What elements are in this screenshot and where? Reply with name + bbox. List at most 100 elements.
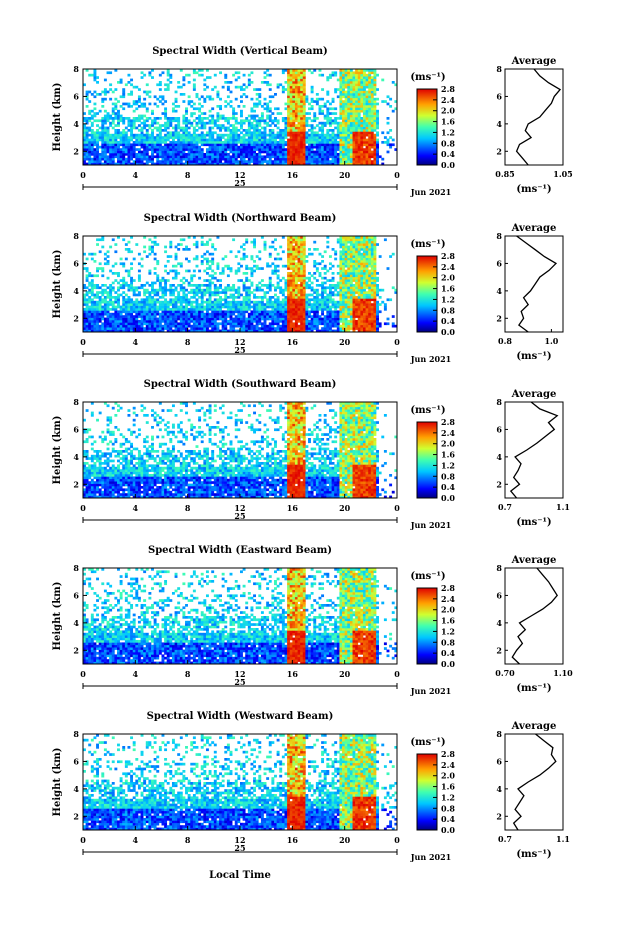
heatmap-cell (308, 248, 311, 251)
heatmap-cell (352, 129, 356, 132)
heatmap-cell (216, 264, 220, 268)
heatmap-cell (101, 129, 105, 132)
heatmap-cell (122, 131, 126, 135)
heatmap-cell (127, 322, 131, 326)
heatmap-cell (281, 90, 285, 94)
heatmap-cell (321, 291, 325, 294)
heatmap-cell (166, 305, 170, 309)
heatmap-cell (200, 138, 204, 142)
heatmap-cell (185, 121, 188, 125)
heatmap-cell (242, 153, 246, 156)
heatmap-cell (169, 160, 173, 163)
heatmap-cell (88, 133, 92, 137)
heatmap-cell (334, 136, 338, 139)
heatmap-cell (240, 124, 243, 127)
heatmap-cell (208, 148, 212, 151)
heatmap-cell (200, 303, 204, 306)
heatmap-cell (185, 317, 188, 321)
heatmap-cell (268, 150, 272, 154)
heatmap-cell (287, 141, 291, 144)
heatmap-cell (229, 162, 233, 166)
heatmap-cell (161, 303, 165, 306)
heatmap-cell (169, 245, 173, 249)
heatmap-cell (266, 312, 270, 316)
heatmap-cell (310, 124, 314, 127)
heatmap-cell (323, 141, 327, 144)
heatmap-cell (143, 308, 147, 311)
heatmap-cell (315, 145, 319, 149)
heatmap-cell (279, 327, 283, 330)
heatmap-cell (318, 329, 322, 333)
heatmap-cell (166, 136, 170, 139)
heatmap-cell (242, 157, 246, 161)
heatmap-cell (253, 150, 256, 154)
heatmap-cell (234, 141, 238, 144)
average-x-axis-label: (ms⁻¹) (516, 184, 551, 195)
heatmap-cell (253, 305, 256, 309)
heatmap-cell (137, 329, 141, 333)
heatmap-cell (158, 148, 162, 151)
heatmap-cell (352, 143, 356, 147)
heatmap-cell (130, 121, 134, 125)
heatmap-cell (124, 160, 128, 163)
heatmap-cell (101, 300, 105, 304)
heatmap-cell (300, 279, 304, 282)
heatmap-cell (274, 155, 277, 159)
heatmap-cell (255, 288, 259, 292)
heatmap-cell (213, 305, 217, 309)
heatmap-cell (127, 300, 131, 304)
heatmap-cell (119, 148, 123, 151)
heatmap-cell (174, 126, 178, 130)
heatmap-cell (289, 308, 293, 311)
heatmap-cell (98, 324, 102, 328)
heatmap-cell (185, 303, 188, 306)
heatmap-cell (145, 129, 149, 132)
heatmap-cell (88, 291, 92, 294)
heatmap-cell (260, 81, 264, 84)
heatmap-cell (124, 133, 128, 137)
heatmap-cell (132, 126, 136, 130)
heatmap-cell (302, 322, 306, 326)
heatmap-cell (365, 121, 369, 125)
heatmap-cell (205, 308, 209, 311)
heatmap-cell (169, 298, 173, 302)
heatmap-cell (224, 129, 228, 132)
heatmap-cell (83, 322, 86, 326)
heatmap-cell (289, 305, 293, 309)
heatmap-cell (171, 284, 175, 287)
heatmap-cell (357, 107, 361, 111)
heatmap-cell (263, 243, 267, 246)
heatmap-cell (232, 160, 236, 163)
heatmap-cell (347, 124, 351, 127)
heatmap-cell (148, 238, 152, 242)
heatmap-cell (226, 117, 230, 120)
heatmap-cell (200, 329, 204, 333)
heatmap-cell (334, 162, 338, 166)
heatmap-cell (247, 303, 251, 306)
heatmap-cell (143, 284, 147, 287)
heatmap-cell (376, 124, 379, 127)
heatmap-cell (355, 157, 359, 161)
heatmap-cell (308, 157, 311, 161)
heatmap-cell (216, 312, 220, 316)
heatmap-cell (137, 117, 141, 120)
heatmap-cell (268, 327, 272, 330)
heatmap-cell (216, 126, 220, 130)
heatmap-cell (302, 320, 306, 323)
heatmap-cell (211, 243, 215, 246)
heatmap-cell (122, 308, 126, 311)
heatmap-cell (211, 126, 215, 130)
heatmap-cell (289, 329, 293, 333)
heatmap-cell (198, 73, 202, 77)
heatmap-cell (182, 126, 186, 130)
heatmap-cell (352, 155, 356, 159)
heatmap-cell (106, 138, 110, 142)
heatmap-cell (289, 126, 293, 130)
heatmap-cell (164, 300, 168, 304)
heatmap-cell (109, 150, 113, 154)
heatmap-cell (161, 157, 165, 161)
heatmap-cell (130, 327, 134, 330)
heatmap-cell (195, 145, 199, 149)
heatmap-cell (360, 133, 364, 137)
heatmap-cell (268, 88, 272, 91)
